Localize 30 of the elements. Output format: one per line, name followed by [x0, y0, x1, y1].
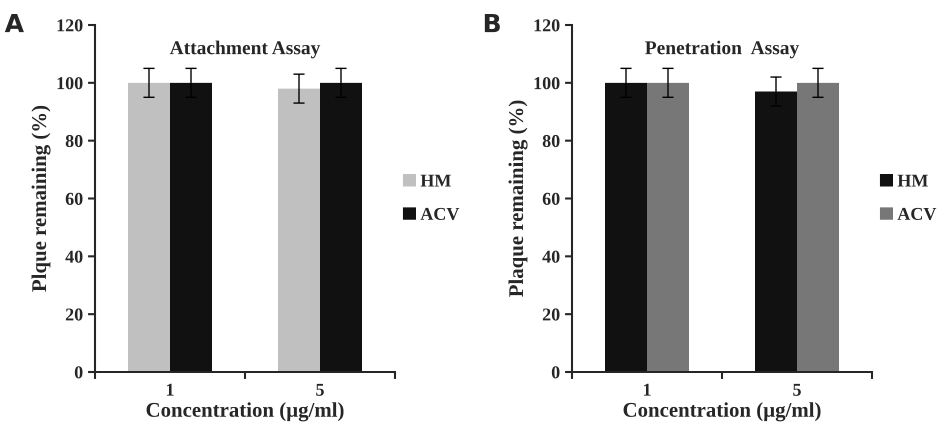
legend-label: ACV: [420, 208, 460, 220]
text: A: [4, 14, 24, 32]
legend-label: HM: [420, 174, 451, 187]
y-axis-title: Plaque remaining (%): [508, 100, 528, 297]
y-tick-label: 40: [542, 250, 560, 263]
x-tick-label: 1: [644, 384, 651, 396]
y-tick-label: 0: [74, 366, 83, 378]
y-tick-label: 120: [534, 19, 560, 32]
text: B: [484, 14, 500, 32]
y-tick-label: 80: [542, 134, 560, 148]
x-axis-title: Concentration (µg/ml): [624, 402, 821, 422]
y-tick-label: 80: [66, 134, 83, 148]
y-tick-label: 60: [66, 192, 83, 205]
y-tick-label: 20: [542, 308, 560, 321]
x-tick-label: 5: [316, 384, 324, 396]
y-tick-label: 100: [534, 77, 560, 90]
y-tick-label: 0: [552, 366, 560, 378]
x-tick-label: 1: [166, 384, 174, 396]
y-tick-label: 20: [66, 308, 83, 321]
legend-label: HM: [898, 174, 928, 187]
x-tick-label: 5: [793, 384, 801, 396]
y-tick-label: 120: [58, 19, 83, 32]
y-tick-label: 100: [58, 77, 83, 90]
text: Penetration Assay: [645, 40, 800, 58]
legend-label: ACV: [897, 208, 936, 220]
y-tick-label: 60: [542, 192, 560, 205]
y-tick-label: 40: [65, 250, 83, 263]
y-axis-title: Plque remaining (%): [32, 106, 51, 292]
x-axis-title: Concentration (µg/ml): [146, 402, 344, 422]
text: Attachment Assay: [170, 40, 320, 58]
